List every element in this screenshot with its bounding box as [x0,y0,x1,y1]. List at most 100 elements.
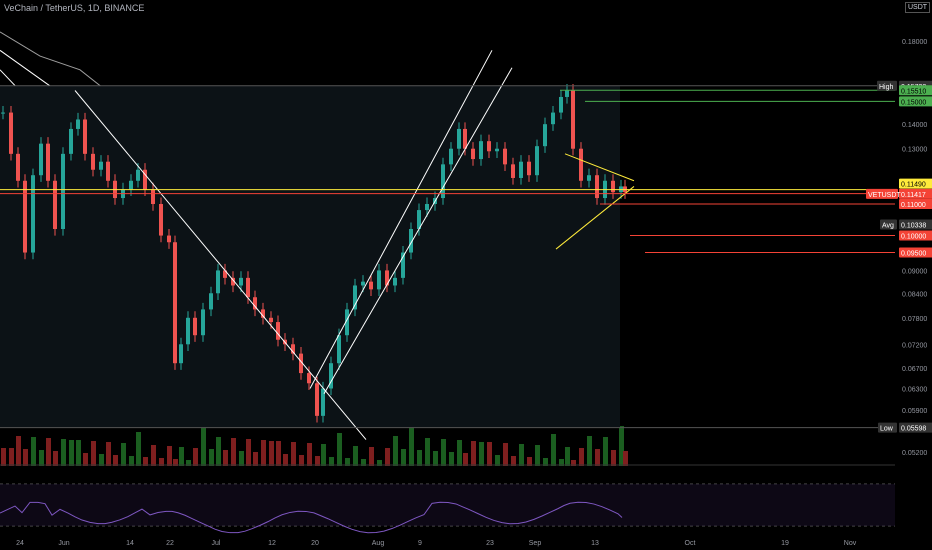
red1-price-tag: 0.11000 [901,202,926,209]
candle-body [39,143,43,176]
volume-bar [9,448,14,466]
volume-bar [186,460,191,466]
volume-bar [353,446,358,466]
volume-bar [315,456,320,466]
candle-body [519,161,523,178]
volume-bar [76,440,81,466]
triangle-bottom [555,186,635,250]
candle-body [559,96,563,113]
volume-bar [479,442,484,466]
candle-body [216,270,220,294]
volume-bar [603,437,608,466]
volume-bar [291,442,296,466]
avg-label-tag-bg [880,219,897,230]
time-tick-label: Jul [212,540,221,547]
red2-price-tag-bg [899,230,932,241]
candle-body [231,277,235,286]
price-tick-label: 0.05200 [902,450,927,457]
candle-body [9,112,13,154]
candle-body [487,141,491,152]
volume-bar [91,441,96,466]
candle-body [307,373,311,384]
candle-body [193,317,197,336]
candle-body [76,119,80,129]
currency-label: USDT [908,4,928,11]
volume-bar [106,442,111,466]
rsi-line [0,501,623,534]
candle-body [53,180,57,229]
price-tick-label: 0.06700 [902,366,927,373]
price-tick-label: 0.09000 [902,268,927,275]
red2-price-tag: 0.10000 [901,234,926,241]
volume-bar [527,457,532,466]
volume-bar [619,426,624,466]
candle-body [223,270,227,278]
green2-price-tag: 0.15000 [901,99,926,106]
time-tick-label: 12 [268,540,276,547]
volume-bar [595,449,600,466]
candle-body [61,153,65,229]
channel-lower [323,67,513,395]
rsi-pane: 80.0060.0040.00 [0,464,920,534]
symbol-tag-bg [866,188,898,199]
volume-bar [361,459,366,466]
candle-body [457,128,461,149]
volume-bar [167,446,172,466]
candle-body [143,169,147,190]
candle-body [385,270,389,286]
time-axis[interactable]: 24 Jun 14 22 Jul 12 20 Aug 9 23 Sep 13 Oct 19 Nov [16,540,857,547]
volume-bar [121,443,126,466]
candle-body [246,277,250,298]
volume-bar [193,448,198,466]
volume-bar [393,436,398,466]
volume-bar [449,452,454,466]
time-tick-label: Aug [372,540,385,547]
candle-body [151,189,155,205]
candle-body [449,148,453,165]
candle-body [1,112,5,114]
time-tick-label: Nov [844,540,857,547]
price-tick-label: 0.18000 [902,39,927,46]
drawing-lines [0,50,895,440]
volume-bar [39,450,44,466]
candle-body [239,277,243,286]
volume-bar [209,449,214,466]
volume-bar [471,441,476,466]
candle-body [46,143,50,181]
volume-bar [31,437,36,466]
volume-bar [151,445,156,466]
low-label-tag: Low [880,426,894,433]
volume-bar [401,449,406,466]
candle-body [315,383,319,416]
chart-title: VeChain / TetherUS, 1D, BINANCE [4,3,145,13]
candle-body [571,90,575,149]
volume-bar [159,458,164,466]
avg-label-tag: Avg [882,223,894,230]
volume-bar [113,455,118,466]
candle-body [173,242,177,364]
volume-bar [246,439,251,466]
volume-bar [519,444,524,466]
candle-body [511,164,515,178]
candle-body [503,148,507,165]
low-label-tag-bg [878,422,897,433]
volume-bar [143,457,148,466]
avg-price-tag: 0.10338 [901,223,926,230]
candlesticks[interactable] [0,83,627,428]
volume-bar [276,441,281,466]
volume-bar [441,439,446,466]
last-price-tag: 0.11417 [901,192,926,199]
candle-body [276,322,280,340]
price-tick-label: 0.14000 [902,122,927,129]
volume-bar [433,451,438,466]
candle-body [269,317,273,323]
volume-bar [99,454,104,466]
candle-body [179,344,183,364]
candle-body [83,119,87,154]
candle-body [99,161,103,170]
time-tick-label: Oct [685,540,696,547]
currency-badge[interactable]: USDT [905,2,931,13]
price-tick-label: 0.07800 [902,316,927,323]
candle-body [377,270,381,290]
